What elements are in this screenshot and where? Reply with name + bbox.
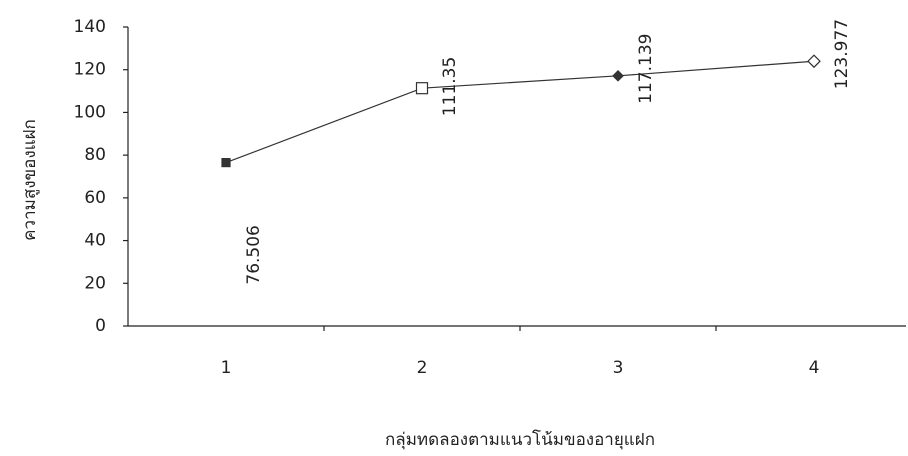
x-axis-title: กลุ่มทดลองตามแนวโน้มของอายุแฝก: [385, 429, 655, 450]
y-tick-label: 40: [84, 231, 106, 251]
point: [221, 158, 231, 168]
value-label: 76.506: [244, 225, 264, 284]
y-tick-label: 100: [74, 102, 106, 122]
x-tick-label: 4: [809, 358, 820, 378]
y-tick-label: 60: [84, 188, 106, 208]
y-axis-title: ความสูงของแฝก: [20, 119, 40, 241]
value-label: 123.977: [832, 19, 852, 89]
y-tick-label: 0: [95, 316, 106, 336]
point: [612, 69, 624, 82]
y-tick-label: 80: [84, 145, 106, 165]
y-tick-label: 120: [74, 60, 106, 80]
x-tick-label: 3: [613, 358, 624, 378]
point: [415, 82, 429, 95]
value-label: 111.35: [440, 57, 460, 116]
y-tick-label: 20: [84, 273, 106, 293]
value-label: 117.139: [636, 34, 656, 104]
line: [225, 60, 815, 164]
x-tick-label: 2: [417, 358, 428, 378]
point: [807, 54, 821, 69]
y-tick-label: 140: [74, 17, 106, 37]
x-tick-label: 1: [221, 358, 232, 378]
